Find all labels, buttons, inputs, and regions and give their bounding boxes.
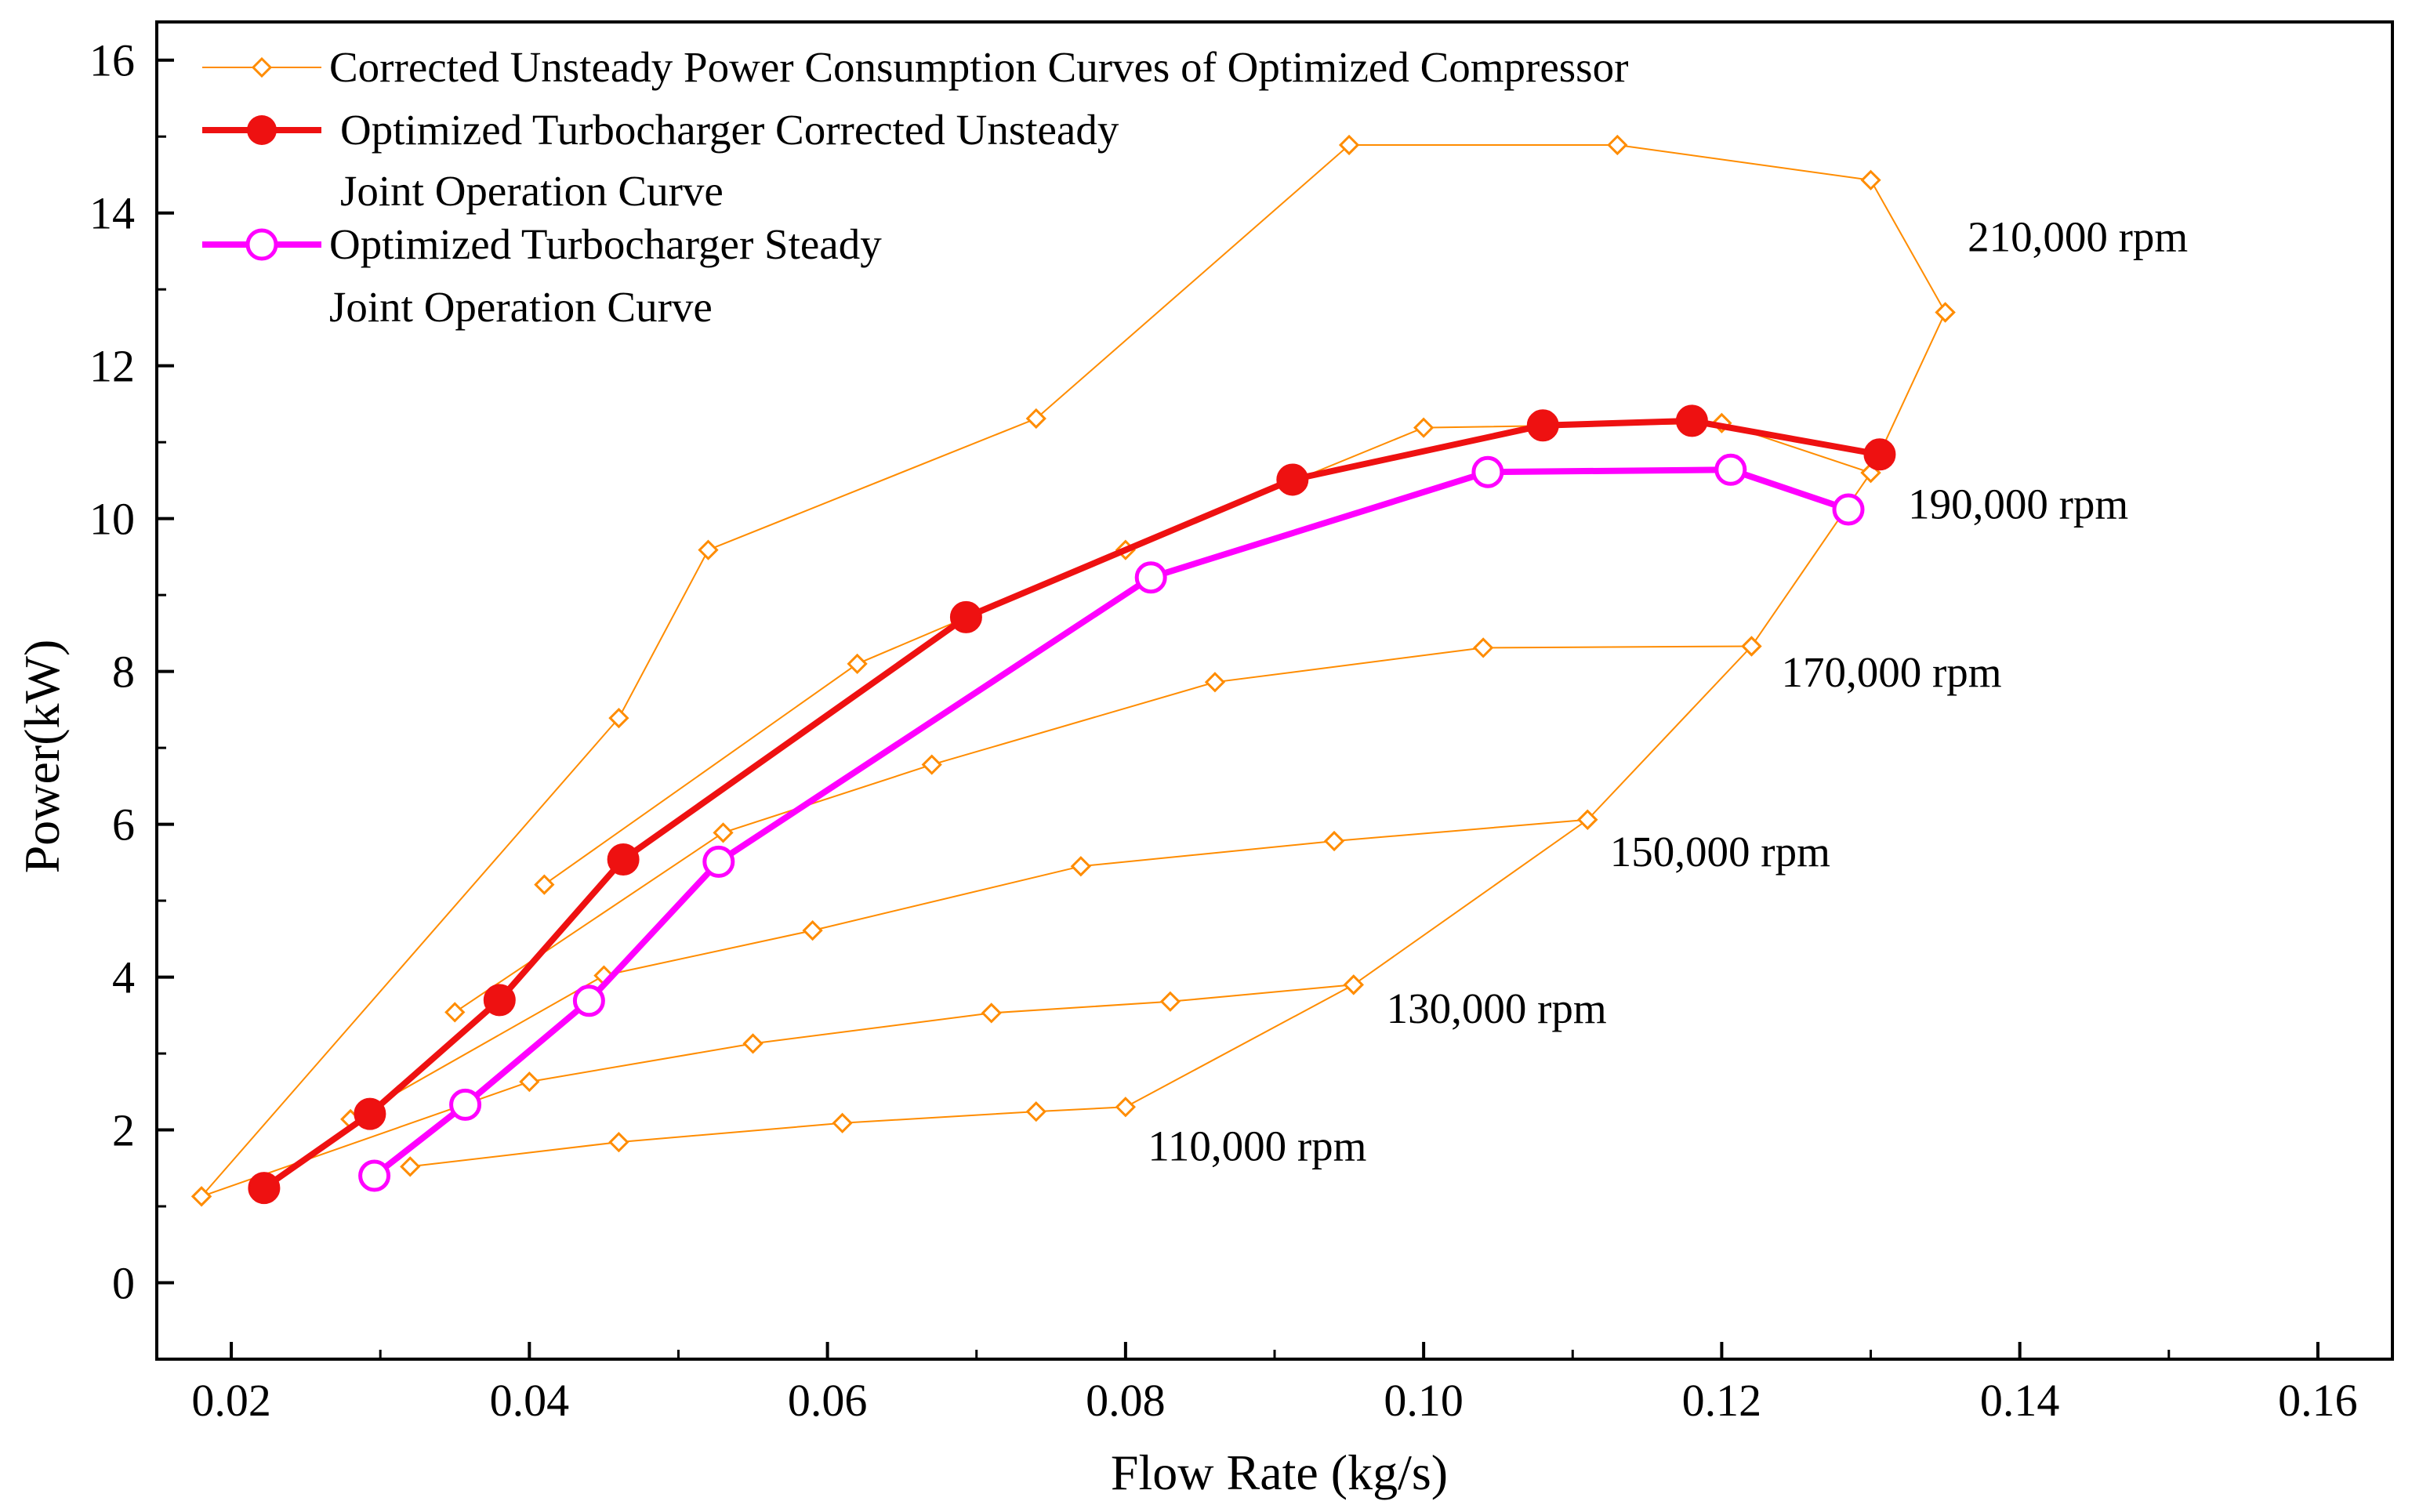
steady-joint-curve	[358, 453, 1865, 1192]
unsteady-point-0	[248, 1172, 281, 1205]
y-axis-title: Power(kW)	[14, 640, 70, 874]
unsteady-point-7	[1675, 404, 1708, 437]
steady-point-2	[572, 984, 605, 1017]
compressor-point-0-0	[400, 1156, 421, 1177]
y-tick-label-7: 14	[89, 188, 135, 239]
compressor-point-5-6	[1860, 169, 1881, 190]
compressor-point-3-2	[921, 754, 942, 775]
compressor-point-5-4	[1338, 134, 1360, 156]
steady-point-4	[1134, 561, 1167, 594]
compressor-point-0-4	[1115, 1097, 1136, 1118]
compressor-point-3-1	[713, 822, 734, 843]
x-axis-title: Flow Rate (kg/s)	[1111, 1445, 1448, 1500]
legend-unsteady-label: Optimized Turbocharger Corrected Unstead…	[340, 106, 1119, 154]
speed-label-5: 110,000 rpm	[1148, 1122, 1366, 1170]
y-tick-label-4: 8	[112, 647, 135, 698]
unsteady-point-3	[607, 843, 640, 876]
speed-label-4: 130,000 rpm	[1387, 984, 1607, 1032]
compressor-point-2-3	[1070, 856, 1091, 877]
compressor-point-1-3	[981, 1003, 1002, 1024]
speed-label-3: 150,000 rpm	[1610, 828, 1830, 876]
y-tick-label-0: 0	[112, 1258, 135, 1309]
y-tick-label-3: 6	[112, 800, 135, 850]
unsteady-point-6	[1526, 409, 1559, 442]
compressor-point-4-1	[847, 653, 868, 675]
compressor-point-3-4	[1473, 637, 1494, 658]
compressor-point-5-1	[608, 707, 629, 729]
unsteady-point-5	[1276, 463, 1309, 496]
compressor-curves	[190, 134, 1956, 1207]
steady-point-7	[1832, 493, 1865, 526]
compressor-point-4-0	[534, 874, 555, 895]
steady-point-0	[358, 1159, 391, 1192]
compressor-point-2-4	[1323, 830, 1345, 852]
x-tick-label-2: 0.06	[788, 1375, 868, 1426]
compressor-point-2-2	[802, 919, 823, 941]
legend-unsteady-marker	[247, 115, 277, 145]
compressor-point-3-0	[444, 1002, 466, 1023]
legend-compressor-marker	[251, 56, 273, 78]
x-tick-label-6: 0.14	[1980, 1375, 2060, 1426]
speed-annotations: 210,000 rpm 190,000 rpm 170,000 rpm 150,000…	[1148, 212, 2188, 1169]
steady-point-3	[702, 845, 735, 878]
y-tick-label-2: 4	[112, 952, 135, 1003]
unsteady-point-8	[1863, 438, 1896, 471]
legend-steady-label: Optimized Turbocharger Steady	[329, 220, 882, 268]
x-tick-label-5: 0.12	[1682, 1375, 1762, 1426]
compressor-point-3-5	[1741, 636, 1762, 657]
legend-unsteady-label-2: Joint Operation Curve	[340, 167, 724, 215]
compressor-point-3-3	[1204, 672, 1226, 693]
axes: 0.02 0.04 0.06 0.08 0.10 0.12 0.14 0.16 0 2 4 6 8 10 1…	[89, 20, 2394, 1426]
unsteady-point-2	[483, 984, 516, 1017]
compressor-line-5	[201, 144, 1946, 1198]
x-tick-label-0: 0.02	[191, 1375, 271, 1426]
compressor-point-1-5	[1343, 974, 1364, 995]
y-tick-label-6: 12	[89, 341, 135, 392]
speed-label-2: 170,000 rpm	[1781, 648, 2001, 696]
speed-label-1: 190,000 rpm	[1908, 480, 2128, 528]
legend-steady-label-2: Joint Operation Curve	[329, 283, 713, 331]
compressor-point-5-5	[1607, 134, 1628, 156]
unsteady-point-4	[949, 600, 982, 633]
x-tick-label-3: 0.08	[1086, 1375, 1166, 1426]
compressor-point-5-7	[1935, 302, 1956, 323]
x-tick-label-4: 0.10	[1384, 1375, 1464, 1426]
legend-compressor-label: Corrected Unsteady Power Consumption Cur…	[329, 43, 1628, 91]
y-tick-label-5: 10	[89, 494, 135, 545]
compressor-point-2-5	[1577, 809, 1598, 830]
compressor-point-1-2	[742, 1033, 763, 1054]
steady-point-6	[1714, 453, 1747, 486]
y-tick-label-1: 2	[112, 1105, 135, 1156]
compressor-point-0-3	[1025, 1101, 1046, 1122]
y-tick-label-8: 16	[89, 35, 135, 86]
compressor-point-5-0	[190, 1186, 212, 1207]
compressor-line-2	[350, 818, 1588, 1120]
compressor-point-0-1	[608, 1132, 629, 1153]
x-tick-label-1: 0.04	[490, 1375, 570, 1426]
steady-point-1	[449, 1088, 482, 1121]
steady-line	[372, 466, 1850, 1179]
compressor-point-0-2	[832, 1112, 853, 1133]
steady-point-5	[1471, 455, 1504, 488]
compressor-point-5-3	[1025, 408, 1046, 430]
unsteady-point-1	[354, 1097, 386, 1130]
compressor-point-5-2	[698, 539, 719, 560]
legend: Corrected Unsteady Power Consumption Cur…	[202, 43, 1628, 331]
speed-label-0: 210,000 rpm	[1968, 212, 2188, 260]
compressor-line-3	[454, 645, 1752, 1013]
legend-steady-marker	[245, 228, 278, 261]
compressor-point-4-3	[1413, 417, 1435, 438]
x-tick-label-7: 0.16	[2278, 1375, 2358, 1426]
compressor-point-1-1	[519, 1071, 540, 1093]
compressor-point-1-4	[1159, 991, 1181, 1012]
compressor-line-0	[410, 311, 1946, 1168]
unsteady-joint-curve	[248, 404, 1896, 1205]
